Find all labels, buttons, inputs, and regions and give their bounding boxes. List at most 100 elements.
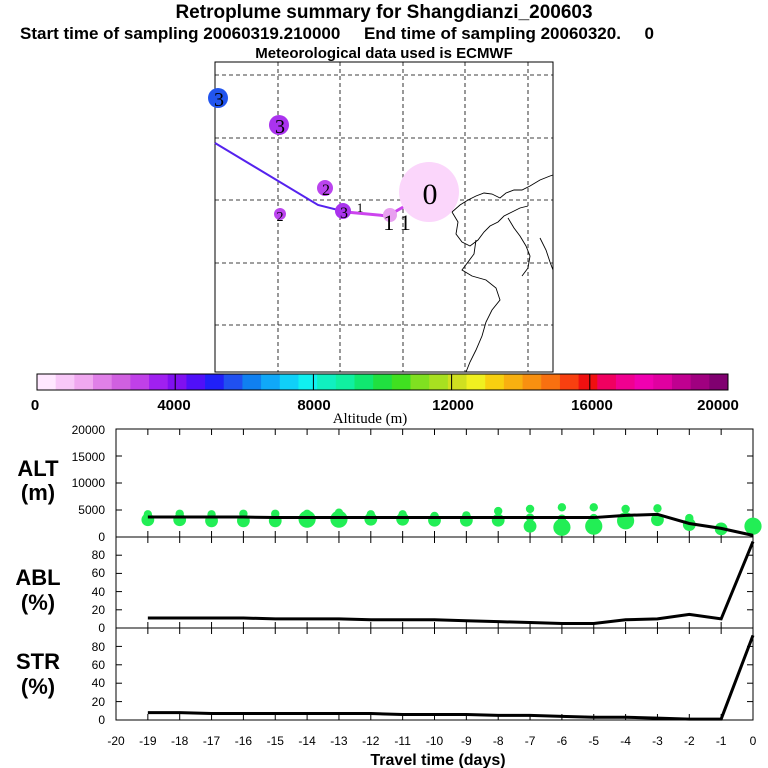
panel-frame: [115, 536, 754, 629]
x-tick-label: -10: [426, 734, 444, 748]
altitude-scatter-point: [653, 504, 662, 513]
x-tick-label: -16: [235, 734, 253, 748]
altitude-scatter-point: [553, 518, 571, 536]
colorbar-swatch: [186, 374, 206, 390]
colorbar-tick: 8000: [297, 397, 330, 414]
altitude-colorbar: [36, 373, 729, 391]
colorbar-swatch: [93, 374, 113, 390]
colorbar-swatch: [317, 374, 337, 390]
colorbar-swatch: [410, 374, 430, 390]
altitude-scatter-point: [744, 517, 762, 535]
altitude-scatter-point: [298, 510, 316, 528]
colorbar-swatch: [373, 374, 393, 390]
str-ytick: 40: [92, 676, 106, 690]
alt-ytick: 5000: [78, 503, 105, 517]
colorbar-swatch: [167, 374, 187, 390]
x-tick-label: -17: [203, 734, 221, 748]
map-marker-label: 0: [423, 178, 438, 211]
colorbar-swatch: [354, 374, 374, 390]
x-tick-label: -2: [684, 734, 695, 748]
abl-ytick: 60: [92, 566, 106, 580]
plume-circle-3b: [269, 115, 289, 135]
colorbar-swatch: [205, 374, 225, 390]
colorbar-swatch: [709, 374, 729, 390]
colorbar-tick: 16000: [571, 397, 613, 414]
x-tick-label: -20: [107, 734, 125, 748]
str-ytick: 60: [92, 658, 106, 672]
panel-frame: [115, 627, 754, 721]
colorbar-swatch: [111, 374, 131, 390]
altitude-scatter-point: [330, 510, 348, 528]
x-tick-label: -18: [171, 734, 189, 748]
colorbar-border: [36, 373, 729, 391]
colorbar-swatch: [223, 374, 243, 390]
altitude-scatter-point: [525, 504, 535, 514]
x-tick-label: -14: [298, 734, 316, 748]
altitude-scatter-point: [271, 509, 280, 518]
colorbar-swatch: [298, 374, 318, 390]
map-marker-label: 2: [277, 210, 284, 225]
str-ytick: 80: [92, 640, 106, 654]
x-tick-label: -4: [620, 734, 631, 748]
x-tick-label: -12: [362, 734, 380, 748]
x-tick-label: -7: [525, 734, 536, 748]
x-tick-label: -11: [394, 734, 411, 748]
x-tick-label: -8: [493, 734, 504, 748]
alt-panel-label: ALT: [17, 456, 59, 481]
altitude-scatter-point: [494, 506, 503, 516]
plume-circle-1: [383, 208, 397, 222]
x-tick-label: -13: [330, 734, 348, 748]
abl-panel-unit: (%): [21, 590, 55, 615]
trajectory-map: 3 3 2 2 3 1 1 1 0: [208, 61, 554, 373]
x-tick-label: -5: [588, 734, 599, 748]
colorbar-swatch: [671, 374, 692, 390]
colorbar-swatch: [466, 374, 486, 390]
map-marker-label: 1 1: [383, 210, 411, 235]
str-ytick: 20: [92, 695, 106, 709]
coastlines: [451, 174, 554, 373]
colorbar-swatch: [447, 374, 467, 390]
str-panel-unit: (%): [21, 674, 55, 699]
str-panel-label: STR: [16, 649, 60, 674]
plume-circle-3c: [335, 203, 351, 219]
colorbar-swatch: [690, 374, 710, 390]
map-marker-label: 3: [214, 89, 224, 111]
altitude-scatter-point: [685, 513, 694, 523]
met-data-line: Meteorological data used is ECMWF: [255, 45, 513, 62]
abl-ytick: 20: [92, 603, 106, 617]
str-ytick: 0: [98, 713, 105, 727]
colorbar-tick: 12000: [432, 397, 474, 414]
abl-ytick: 0: [98, 621, 105, 635]
x-tick-label: -9: [461, 734, 472, 748]
alt-panel-unit: (m): [21, 480, 55, 505]
altitude-scatter-point: [589, 503, 598, 512]
colorbar-swatch: [55, 374, 75, 390]
time-series-panels: [115, 428, 762, 721]
colorbar-swatch: [559, 374, 579, 390]
map-marker-label: 3: [275, 116, 285, 138]
colorbar-label: Altitude (m): [333, 411, 408, 427]
x-tick-label: 0: [750, 734, 757, 748]
altitude-scatter-point: [491, 513, 505, 527]
colorbar-swatch: [578, 374, 598, 390]
colorbar-swatch: [130, 374, 150, 390]
x-tick-label: -1: [716, 734, 727, 748]
colorbar-swatch: [149, 374, 169, 390]
altitude-scatter-point: [302, 509, 312, 518]
plume-circle-3a: [208, 88, 228, 108]
map-marker-label: 2: [322, 182, 330, 199]
colorbar-tick: 20000: [697, 397, 739, 414]
abl-ytick: 40: [92, 585, 106, 599]
colorbar-swatch: [615, 374, 636, 390]
colorbar-swatch: [541, 374, 561, 390]
chart-title: Retroplume summary for Shangdianzi_20060…: [175, 2, 593, 23]
colorbar-swatch: [335, 374, 355, 390]
colorbar-swatch: [653, 374, 673, 390]
x-tick-label: -3: [652, 734, 663, 748]
colorbar-swatch: [261, 374, 281, 390]
altitude-scatter-point: [585, 517, 603, 535]
colorbar-ticks: 0 4000 8000 12000 16000 20000: [31, 397, 739, 414]
x-tick-label: -15: [267, 734, 285, 748]
x-axis-label: Travel time (days): [370, 752, 505, 768]
